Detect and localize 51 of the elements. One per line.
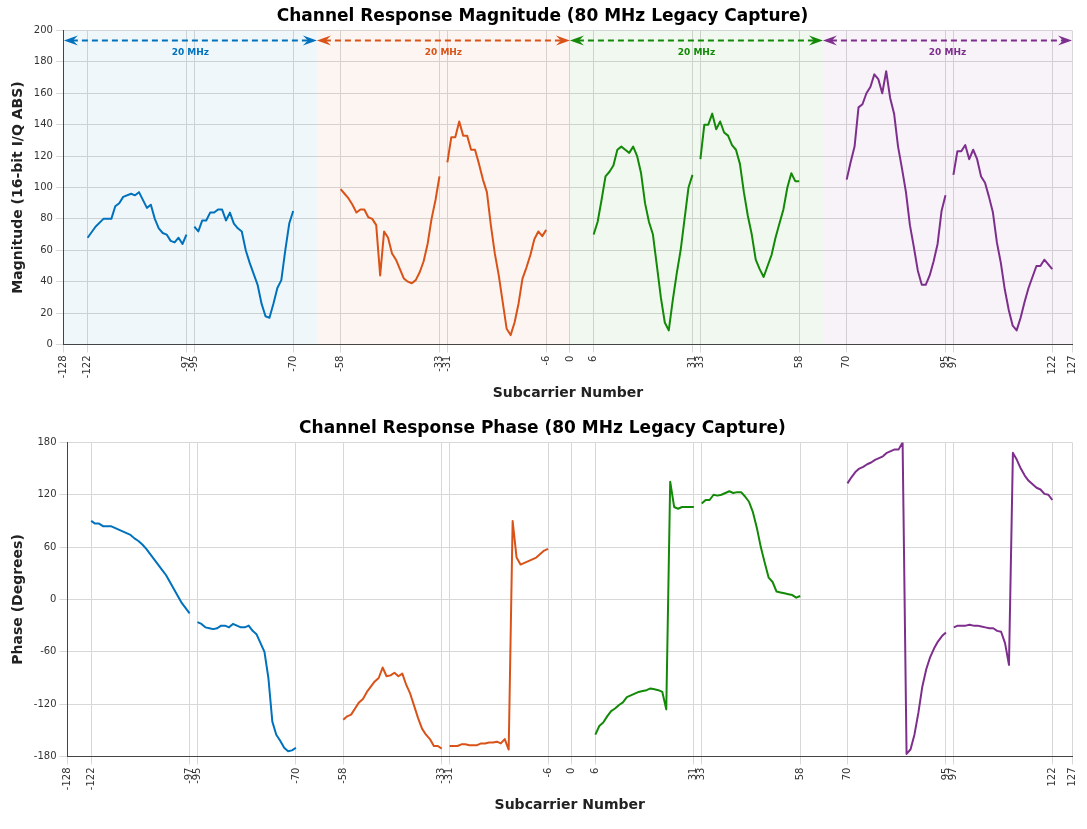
band-label: 20 MHz — [677, 47, 716, 58]
y-tick-label: 60 — [43, 540, 57, 552]
x-tick-label: -122 — [81, 355, 93, 379]
x-tick-label: -70 — [286, 355, 298, 372]
y-tick-label: 120 — [37, 488, 57, 500]
y-tick-label: 140 — [33, 118, 53, 130]
y-tick-label: 20 — [40, 306, 53, 318]
x-tick-label: -58 — [334, 355, 346, 372]
x-axis-title: Subcarrier Number — [494, 796, 646, 813]
y-tick-label: 40 — [40, 275, 53, 287]
x-tick-label: -6 — [539, 355, 551, 366]
chart-title: Channel Response Magnitude (80 MHz Legacy Capture) — [276, 4, 809, 25]
y-axis-title: Magnitude (16-bit I/Q ABS) — [9, 81, 26, 294]
y-tick-label: -60 — [40, 645, 57, 657]
x-tick-label: 127 — [1065, 767, 1077, 787]
x-tick-label: 127 — [1065, 355, 1077, 375]
x-tick-label: 122 — [1045, 355, 1057, 375]
x-tick-label: -128 — [61, 767, 73, 791]
y-tick-label: 120 — [33, 149, 53, 161]
y-tick-label: 0 — [50, 593, 57, 605]
x-tick-label: -70 — [289, 767, 301, 784]
x-tick-label: -58 — [336, 767, 348, 784]
y-tick-label: 60 — [40, 243, 53, 255]
chart-title: Channel Response Phase (80 MHz Legacy Capture) — [299, 416, 786, 437]
x-tick-label: 0 — [565, 767, 577, 774]
x-tick-label: 6 — [588, 767, 600, 774]
x-tick-label: -6 — [541, 767, 553, 778]
y-tick-label: 80 — [40, 212, 53, 224]
y-tick-label: 100 — [33, 181, 53, 193]
y-tick-label: 180 — [37, 435, 57, 447]
x-tick-label: 70 — [840, 355, 852, 369]
x-tick-label: 0 — [563, 355, 575, 362]
x-tick-label: 58 — [792, 355, 804, 369]
y-tick-label: 160 — [33, 86, 53, 98]
x-tick-label: -128 — [57, 355, 69, 379]
x-tick-label: 122 — [1045, 767, 1057, 787]
y-tick-label: 0 — [46, 338, 53, 350]
y-tick-label: 180 — [33, 55, 53, 67]
y-tick-label: -180 — [33, 750, 57, 762]
y-tick-label: 200 — [33, 23, 53, 35]
band-label: 20 MHz — [928, 47, 967, 58]
x-tick-label: 6 — [587, 355, 599, 362]
y-axis-title: Phase (Degrees) — [9, 534, 26, 665]
y-tick-label: -120 — [33, 697, 57, 709]
band-label: 20 MHz — [171, 47, 210, 58]
x-tick-label: 70 — [841, 767, 853, 781]
x-tick-label: 97 — [947, 767, 959, 781]
x-tick-label: 58 — [793, 767, 805, 781]
band-label: 20 MHz — [424, 47, 463, 58]
x-tick-label: -122 — [84, 767, 96, 791]
x-axis-title: Subcarrier Number — [492, 384, 644, 401]
